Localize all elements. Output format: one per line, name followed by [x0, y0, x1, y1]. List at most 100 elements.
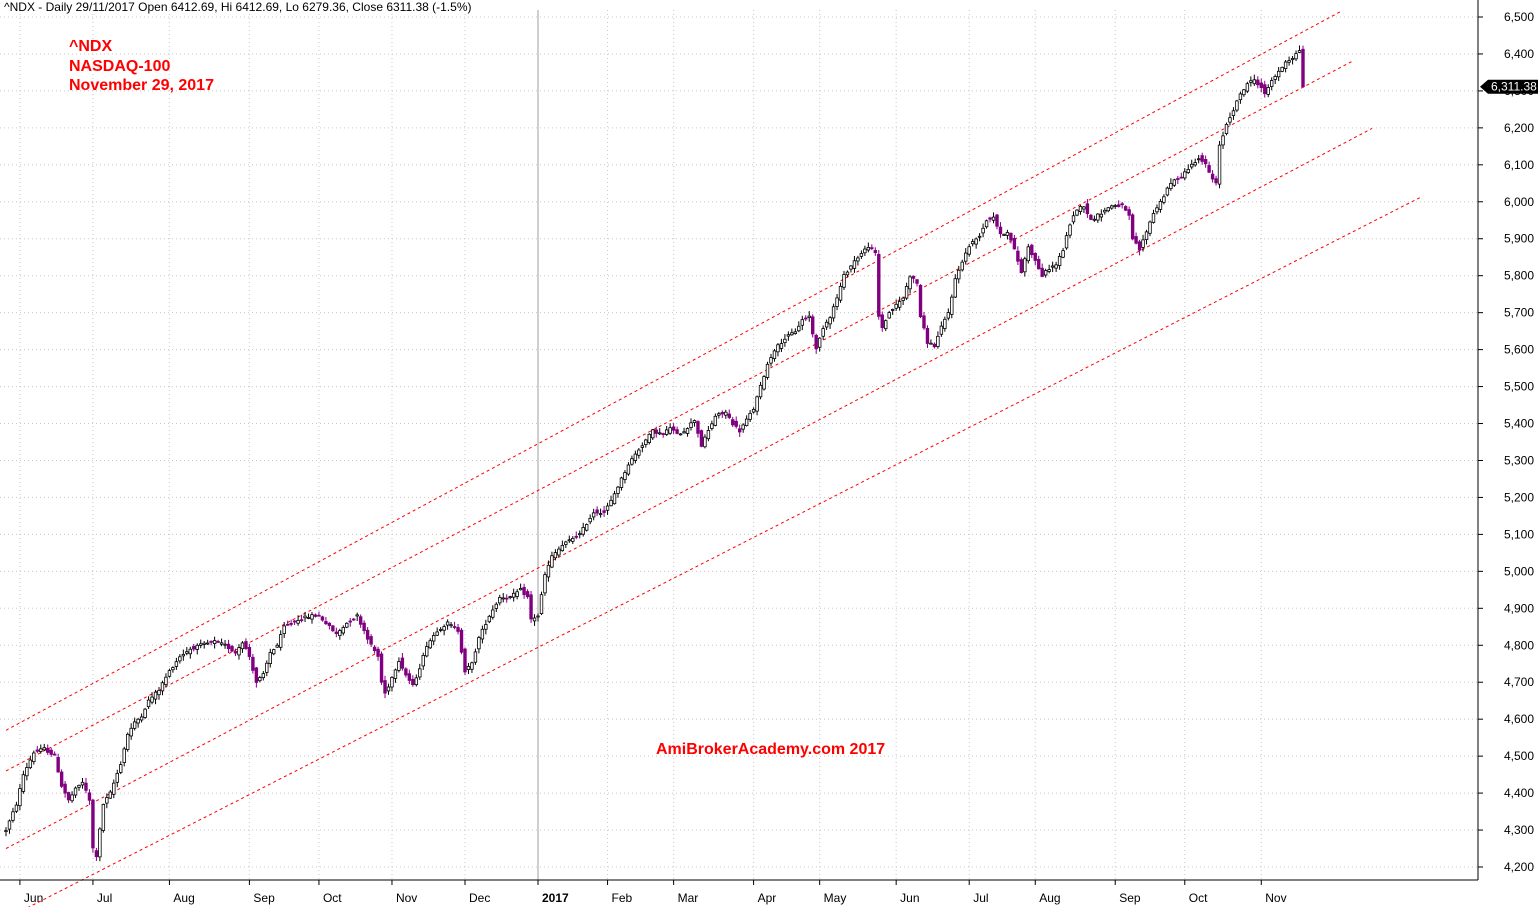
candle-down — [661, 433, 665, 435]
candle-up — [1294, 53, 1298, 60]
candle-down — [1123, 206, 1128, 211]
candle-up — [550, 555, 554, 568]
candle-up — [706, 430, 711, 440]
candle-down — [1130, 214, 1135, 240]
candle-up — [32, 752, 36, 762]
candle-down — [251, 656, 255, 671]
candle-up — [1266, 87, 1270, 95]
candle-up — [856, 257, 860, 262]
candle-up — [859, 253, 864, 257]
candle-up — [126, 733, 130, 750]
y-tick-label: 6,100 — [1504, 158, 1534, 172]
candle-up — [164, 676, 168, 685]
x-tick-label: Jun — [900, 891, 919, 905]
candle-up — [355, 614, 359, 617]
x-tick-label: Aug — [173, 891, 194, 905]
candle-up — [501, 597, 505, 600]
candle-up — [644, 439, 648, 445]
candle-up — [258, 677, 262, 682]
candle-up — [946, 312, 951, 319]
candle-up — [908, 276, 912, 290]
candle-up — [7, 820, 12, 830]
candle-up — [108, 791, 113, 799]
candle-up — [470, 662, 474, 670]
candle-down — [720, 412, 725, 415]
candle-up — [1158, 200, 1163, 210]
candle-up — [817, 337, 822, 348]
candle-up — [1096, 213, 1100, 221]
candle-down — [1256, 79, 1260, 86]
candle-down — [696, 421, 700, 434]
candle-down — [376, 648, 380, 657]
candle-down — [699, 430, 704, 447]
candle-up — [852, 260, 857, 269]
candle-up — [25, 767, 29, 777]
candle-up — [466, 666, 471, 670]
candle-down — [505, 597, 509, 600]
x-tick-label: Nov — [1265, 891, 1286, 905]
candle-up — [1005, 232, 1010, 236]
candle-up — [341, 627, 345, 634]
candle-down — [525, 591, 530, 598]
candle-down — [254, 667, 259, 683]
candle-up — [929, 342, 933, 345]
candle-down — [1200, 155, 1204, 162]
candle-up — [866, 246, 871, 251]
candle-down — [320, 616, 325, 621]
candle-up — [651, 429, 655, 439]
y-tick-label: 6,000 — [1504, 195, 1534, 209]
candle-up — [157, 689, 161, 696]
candle-down — [873, 250, 878, 254]
candle-down — [365, 629, 370, 640]
annotation-name: NASDAQ-100 — [69, 58, 171, 75]
candle-down — [292, 620, 297, 623]
trend-channel-lines — [5, 11, 1422, 907]
candle-up — [682, 431, 686, 434]
candle-up — [498, 597, 502, 604]
y-tick-label: 4,200 — [1504, 860, 1534, 874]
candle-up — [14, 804, 19, 812]
candle-down — [877, 254, 881, 317]
candle-up — [664, 429, 669, 435]
candle-down — [727, 413, 731, 418]
candle-down — [595, 509, 599, 514]
candle-up — [776, 344, 780, 353]
candle-up — [1057, 256, 1062, 267]
y-tick-label: 5,100 — [1504, 527, 1534, 541]
candle-down — [362, 622, 366, 632]
candle-down — [1301, 48, 1305, 88]
candle-up — [703, 436, 707, 448]
candle-up — [435, 631, 439, 636]
candle-up — [828, 317, 832, 325]
watermark: AmiBrokerAcademy.com 2017 — [656, 741, 886, 758]
candle-up — [1144, 231, 1149, 240]
candle-up — [160, 682, 165, 692]
candle-up — [261, 673, 266, 679]
candle-down — [1179, 176, 1183, 179]
candle-down — [63, 783, 67, 794]
candle-up — [842, 274, 846, 288]
candle-up — [1113, 205, 1117, 207]
candle-up — [1103, 209, 1107, 213]
candle-up — [904, 285, 909, 299]
candle-down — [317, 614, 321, 617]
candle-up — [960, 261, 964, 271]
candle-up — [205, 642, 210, 645]
candle-up — [272, 649, 276, 655]
candle-up — [637, 449, 641, 456]
candle-down — [1009, 232, 1013, 241]
candle-down — [247, 646, 252, 657]
y-tick-label: 5,500 — [1504, 380, 1534, 394]
candle-down — [459, 629, 464, 653]
candle-up — [397, 661, 401, 671]
channel-line — [5, 60, 1353, 772]
candle-down — [327, 622, 332, 626]
candle-up — [786, 334, 791, 337]
candle-up — [1151, 213, 1156, 223]
candle-up — [605, 505, 610, 511]
candle-down — [737, 428, 742, 433]
candle-up — [821, 328, 825, 337]
candle-up — [1054, 264, 1058, 269]
candle-up — [153, 691, 158, 700]
